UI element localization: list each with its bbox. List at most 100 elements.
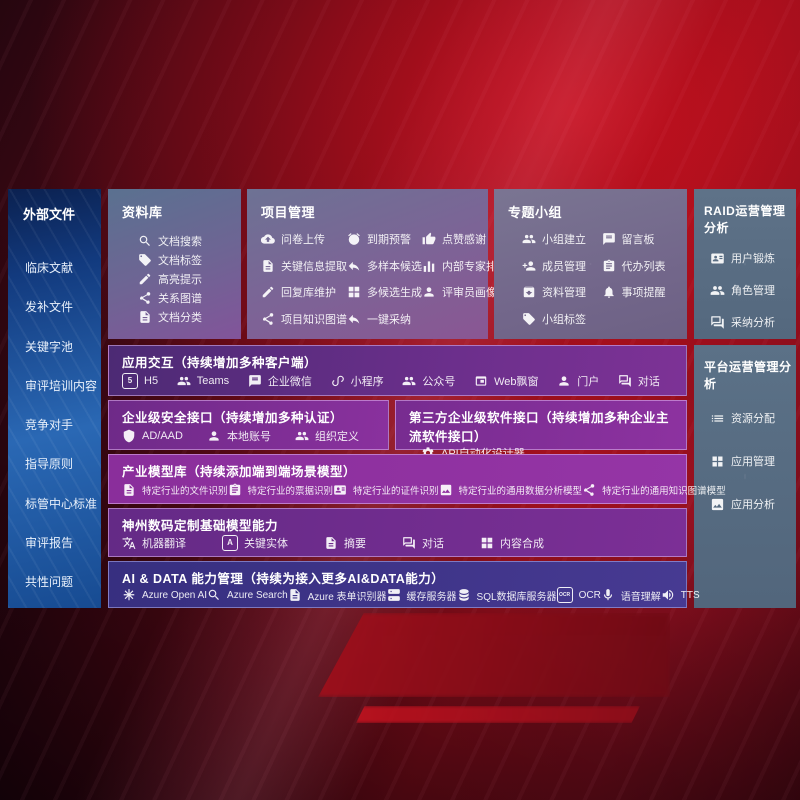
client-miniprogram[interactable]: 小程序 — [331, 373, 384, 389]
menu-item-survey-upload[interactable]: 问卷上传 — [261, 231, 347, 247]
client-official-account[interactable]: 公众号 — [402, 373, 455, 389]
auth-local-account[interactable]: 本地账号 — [207, 428, 271, 444]
people-icon — [402, 374, 416, 388]
menu-item-label: 资源分配 — [731, 413, 775, 425]
tag-icon — [138, 253, 152, 267]
menu-item-multi-sample[interactable]: 多样本候选 — [347, 258, 422, 274]
sidebar-item-supplement-files[interactable]: 发补文件 — [25, 300, 74, 315]
menu-item-role-manage[interactable]: 角色管理 — [710, 282, 796, 298]
auth-org-definition[interactable]: 组织定义 — [295, 428, 359, 444]
list-icon — [710, 411, 725, 426]
reply-icon — [347, 312, 361, 326]
service-speech-understanding[interactable]: 语音理解 — [601, 588, 661, 603]
capability-content-synthesis[interactable]: 内容合成 — [480, 535, 544, 551]
menu-item-reminder[interactable]: 事项提醒 — [602, 284, 682, 300]
menu-item-project-knowledge-graph[interactable]: 项目知识图谱 — [261, 311, 347, 327]
client-h5[interactable]: 5 H5 — [122, 373, 158, 389]
sidebar-item-guidelines[interactable]: 指导原则 — [25, 457, 74, 472]
capability-summary[interactable]: 摘要 — [324, 535, 366, 551]
menu-item-like-thanks[interactable]: 点赞感谢 — [422, 231, 508, 247]
menu-item-app-analysis[interactable]: 应用分析 — [710, 496, 796, 512]
client-portal[interactable]: 门户 — [557, 373, 599, 389]
menu-item-label: 留言板 — [621, 234, 655, 246]
menu-item-relation-graph[interactable]: 关系图谱 — [138, 290, 235, 306]
bell-icon — [602, 285, 616, 299]
capability-key-entity[interactable]: A 关键实体 — [222, 535, 288, 551]
sidebar-item-center-standards[interactable]: 标管中心标准 — [25, 496, 98, 511]
band-title: 神州数码定制基础模型能力 — [122, 519, 279, 533]
panel-title: 专题小组 — [508, 205, 563, 220]
ai-data-band: AI & DATA 能力管理（持续为接入更多AI&DATA能力） Azure O… — [108, 561, 700, 608]
menu-item-todo-list[interactable]: 代办列表 — [602, 258, 682, 274]
sidebar-item-review-reports[interactable]: 审评报告 — [25, 535, 74, 550]
model-receipt-recognition[interactable]: 特定行业的票据识别 — [228, 483, 333, 497]
menu-item-label: 小组建立 — [542, 234, 586, 246]
h5-icon: 5 — [122, 373, 138, 389]
service-azure-search[interactable]: Azure Search — [207, 588, 288, 602]
database-icon — [457, 588, 471, 602]
client-teams[interactable]: Teams — [177, 374, 229, 388]
capability-dialog[interactable]: 对话 — [402, 535, 444, 551]
menu-item-member-manage[interactable]: 成员管理 — [522, 258, 602, 274]
client-dialog[interactable]: 对话 — [618, 373, 660, 389]
model-file-recognition[interactable]: 特定行业的文件识别 — [122, 483, 228, 497]
service-tts[interactable]: TTS — [661, 588, 700, 602]
menu-item-user-training[interactable]: 用户锻炼 — [710, 250, 796, 266]
menu-item-doc-search[interactable]: 文档搜索 — [138, 233, 235, 249]
menu-item-adoption-analysis[interactable]: 采纳分析 — [710, 314, 796, 330]
podium-icon — [422, 259, 436, 273]
service-ocr[interactable]: OCR OCR — [556, 587, 601, 603]
panel-title: 外部文件 — [23, 207, 76, 222]
menu-item-label: 应用分析 — [731, 499, 775, 511]
menu-item-app-manage[interactable]: 应用管理 — [710, 453, 796, 469]
menu-item-one-click-adopt[interactable]: 一键采纳 — [347, 311, 422, 327]
client-label: Teams — [196, 375, 230, 387]
band-title: AI & DATA 能力管理（持续为接入更多AI&DATA能力） — [122, 572, 445, 586]
menu-item-multi-candidate[interactable]: 多候选生成 — [347, 284, 422, 300]
service-azure-openai[interactable]: Azure Open AI — [122, 588, 207, 602]
client-wecom[interactable]: 企业微信 — [248, 373, 312, 389]
menu-item-group-create[interactable]: 小组建立 — [522, 231, 602, 247]
menu-item-resource-allocation[interactable]: 资源分配 — [710, 410, 796, 426]
menu-item-label: 代办列表 — [621, 260, 666, 273]
service-sql-server[interactable]: SQL数据库服务器 — [457, 588, 557, 603]
menu-item-message-board[interactable]: 留言板 — [602, 231, 682, 247]
menu-item-highlight[interactable]: 高亮提示 — [138, 271, 235, 287]
menu-item-expert-ranking[interactable]: 内部专家排名 — [422, 258, 508, 274]
service-cache-server[interactable]: 缓存服务器 — [387, 588, 457, 603]
menu-item-doc-classify[interactable]: 文档分类 — [138, 309, 235, 325]
menu-item-reply-library[interactable]: 回复库维护 — [261, 284, 347, 300]
sidebar-item-review-training[interactable]: 审评培训内容 — [25, 378, 98, 393]
sidebar-item-clinical-literature[interactable]: 临床文献 — [25, 261, 74, 275]
model-id-recognition[interactable]: 特定行业的证件识别 — [333, 483, 439, 497]
model-knowledge-graph[interactable]: 特定行业的通用知识图谱模型 — [582, 483, 726, 497]
wecom-chat-icon — [248, 374, 262, 388]
translate-icon — [122, 536, 136, 550]
menu-item-reviewer-profile[interactable]: 评审员画像 — [422, 284, 508, 300]
client-web-popup[interactable]: Web飘窗 — [474, 373, 538, 389]
menu-item-group-tags[interactable]: 小组标签 — [522, 311, 602, 327]
person-add-icon — [522, 259, 536, 273]
key-entity-icon: A — [222, 535, 238, 551]
menu-item-label: 用户锻炼 — [731, 253, 775, 265]
model-data-analysis[interactable]: 特定行业的通用数据分析模型 — [439, 483, 582, 497]
service-label: Azure Search — [227, 589, 288, 601]
capability-translation[interactable]: 机器翻译 — [122, 535, 186, 551]
sidebar-item-common-issues[interactable]: 共性问题 — [25, 575, 74, 589]
auth-ad-aad[interactable]: AD/AAD — [122, 429, 183, 443]
menu-item-material-manage[interactable]: 资料管理 — [522, 284, 602, 300]
menu-item-doc-tags[interactable]: 文档标签 — [138, 252, 235, 268]
service-azure-form-recognizer[interactable]: Azure 表单识别器 — [288, 588, 387, 603]
document-icon — [324, 536, 338, 550]
sidebar-item-competitors[interactable]: 竞争对手 — [25, 418, 74, 432]
thumb-up-icon — [422, 232, 436, 246]
client-label: 公众号 — [422, 376, 456, 388]
chat-icon — [602, 232, 616, 246]
menu-item-due-alert[interactable]: 到期预警 — [347, 231, 422, 247]
sidebar-item-keyword-pool[interactable]: 关键字池 — [25, 339, 74, 354]
ai-data-items: Azure Open AI Azure Search Azure 表单识别器 缓… — [122, 587, 700, 603]
interaction-items: 5 H5 Teams 企业微信 小程序 公众号 Web飘窗 门户 对话 — [122, 371, 674, 391]
receipt-icon — [228, 483, 242, 497]
thirdparty-interface-band: 第三方企业级软件接口（持续增加多种企业主流软件接口） API自动化设计器 — [395, 400, 687, 460]
menu-item-key-info-extract[interactable]: 关键信息提取 — [261, 258, 347, 274]
